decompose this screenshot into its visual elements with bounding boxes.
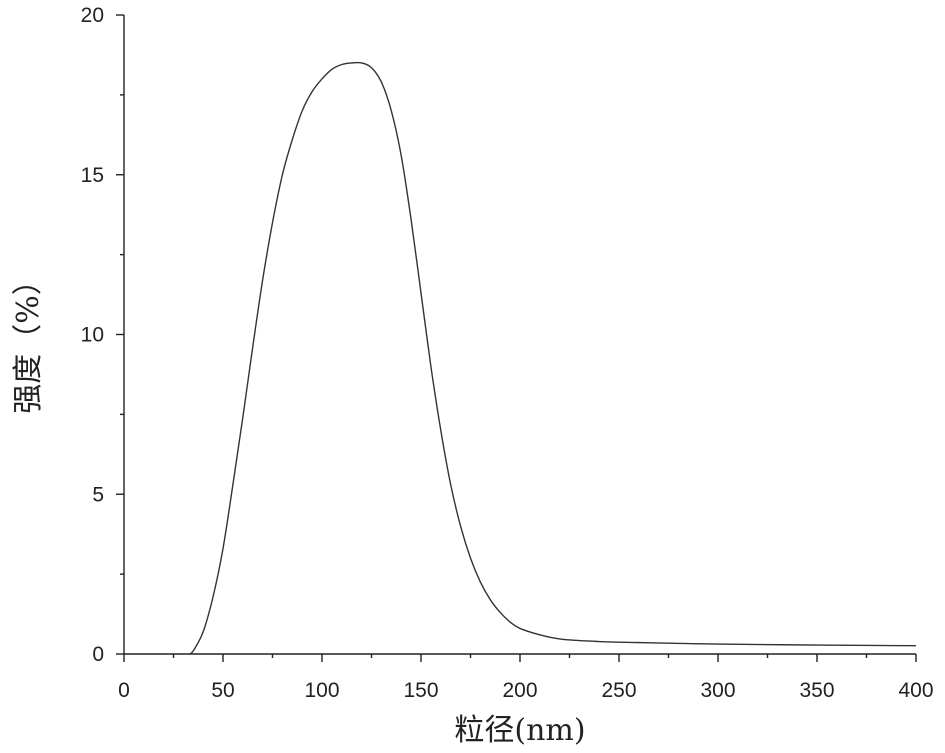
major-ticks: [116, 15, 916, 662]
y-axis-title: 强度（%）: [11, 265, 46, 414]
x-tick-label: 350: [799, 679, 834, 702]
x-tick-label: 250: [601, 679, 636, 702]
y-tick-label: 20: [81, 4, 104, 27]
series-line: [189, 63, 916, 654]
x-tick-label: 150: [403, 679, 438, 702]
series-layer: [189, 63, 916, 654]
y-tick-label: 5: [92, 483, 104, 506]
y-tick-label: 15: [81, 164, 104, 187]
x-tick-label: 50: [211, 679, 234, 702]
x-tick-label: 400: [898, 679, 933, 702]
x-tick-label: 200: [502, 679, 537, 702]
x-axis-title: 粒径(nm): [454, 713, 585, 748]
x-tick-label: 300: [700, 679, 735, 702]
tick-labels: 0 50 100 150 200 250 300 350 400 0 5 10 15 20: [81, 4, 934, 702]
x-tick-label: 100: [304, 679, 339, 702]
minor-ticks: [120, 95, 867, 658]
x-tick-label: 0: [118, 679, 130, 702]
y-tick-label: 0: [92, 643, 104, 666]
y-tick-label: 10: [81, 324, 104, 347]
